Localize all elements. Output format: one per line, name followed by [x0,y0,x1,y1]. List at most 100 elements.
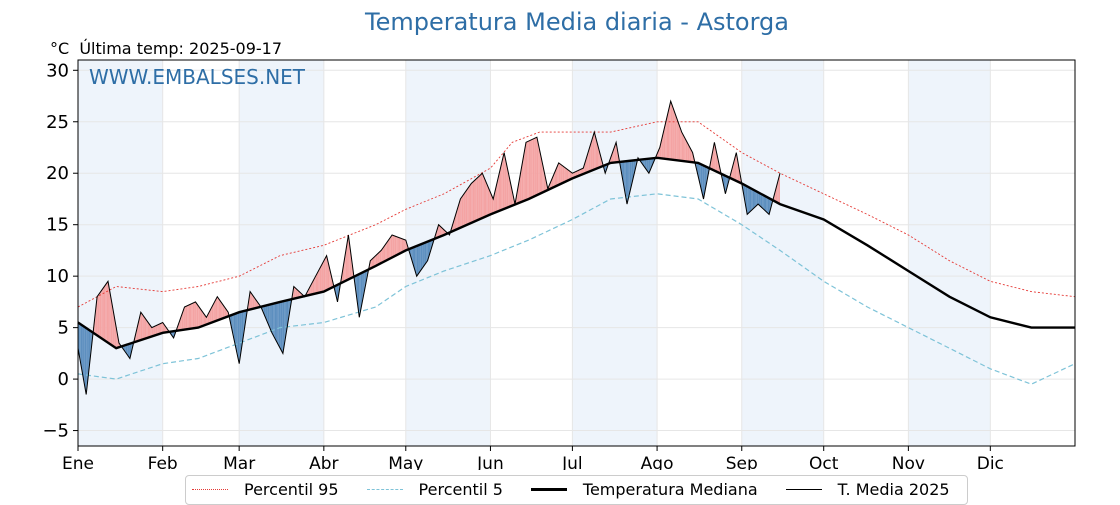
fill-above-median [321,263,323,293]
fill-above-median [668,106,670,160]
month-bands [78,60,991,446]
fill-above-median [383,244,386,262]
fill-above-median [317,271,319,294]
fill-above-median [685,139,688,162]
fill-above-median [379,250,382,264]
fill-above-median [687,142,689,162]
fill-above-median [404,239,406,252]
fill-below-median [230,314,233,332]
fill-above-median [530,139,532,199]
fill-below-median [269,304,271,330]
fill-above-median [157,324,159,335]
fill-below-median [271,303,274,336]
fill-below-median [233,313,236,345]
fill-below-median [766,196,768,214]
fill-below-median [628,160,630,199]
fill-above-median [525,141,528,201]
fill-above-median [568,170,570,181]
grid-lines [77,60,1075,446]
fill-above-median [293,286,296,299]
fill-below-median [239,311,241,364]
fill-above-median [553,172,555,188]
fill-above-median [146,319,148,339]
fill-above-median [542,162,544,193]
y-tick-label: 5 [58,318,69,339]
fill-below-median [724,175,726,194]
fill-above-median [556,166,558,187]
x-tick-label: Oct [809,454,839,470]
fill-above-median [393,235,395,257]
fill-above-median [665,118,667,159]
fill-below-median [702,164,704,199]
fill-above-median [527,141,529,200]
fill-above-median [296,289,298,299]
x-tick-label: Mar [223,454,255,470]
fill-above-median [161,322,163,334]
fill-above-median [504,152,506,209]
fill-below-median [129,343,132,359]
legend: Percentil 95 Percentil 5 Temperatura Med… [185,475,968,505]
chart-subheader: °C Última temp: 2025-09-17 [50,39,282,58]
fill-above-median [464,191,466,226]
fill-above-median [524,142,526,201]
fill-below-median [747,186,749,215]
fill-above-median [487,186,490,216]
y-tick-label: 25 [46,112,69,133]
fill-above-median [535,137,537,196]
fill-above-median [330,272,333,289]
fill-above-median [550,179,552,189]
fill-above-median [561,164,563,184]
fill-below-median [700,164,703,194]
fill-above-median [469,183,472,224]
month-band [239,60,324,446]
fill-below-median [430,239,432,252]
fill-below-median [762,194,764,210]
y-tick-label: 10 [46,266,69,287]
fill-above-median [184,306,186,330]
fill-above-median [483,176,485,218]
fill-above-median [188,304,190,330]
fill-above-median [252,295,255,309]
fill-below-median [627,160,629,205]
fill-above-median [403,239,405,252]
fill-below-median [751,188,753,211]
axis-ticks: 30 25 20 15 10 5 0 −5 Ene Feb Mar Abr May Jun Jul Ago Se… [42,60,1003,470]
fill-above-median [498,170,501,212]
fill-above-median [319,265,322,293]
fill-above-median [480,173,483,219]
fill-above-median [139,312,141,341]
fill-above-median [371,258,374,268]
fill-above-median [318,268,320,293]
fill-below-median [758,192,760,206]
fill-below-median [754,190,756,208]
fill-above-median [778,173,780,205]
fill-above-median [189,303,192,329]
fill-above-median [373,256,375,268]
fill-below-median [629,160,632,193]
fill-above-median [669,101,671,160]
fill-above-median [254,297,256,309]
fill-above-median [194,301,196,329]
x-tick-label: Abr [309,454,338,470]
fill-above-median [588,145,591,172]
fill-above-median [323,258,326,292]
fill-above-median [437,224,439,238]
fill-above-median [688,144,690,162]
fill-above-median [678,124,681,161]
fill-above-median [590,141,592,172]
fill-above-median [185,305,188,330]
fill-above-median [531,139,533,198]
fill-below-median [744,184,746,207]
fill-above-median [484,179,487,217]
fill-above-median [501,158,503,210]
fill-above-median [377,253,379,266]
fill-above-median [465,189,468,226]
legend-item-median: Temperatura Mediana [530,480,758,499]
fill-above-median [557,162,559,186]
fill-above-median [217,296,219,321]
fill-above-median [326,255,328,291]
legend-label-current: T. Media 2025 [837,480,950,499]
fill-above-median [315,273,318,294]
fill-above-median [479,174,481,220]
legend-item-p95: Percentil 95 [192,480,339,499]
